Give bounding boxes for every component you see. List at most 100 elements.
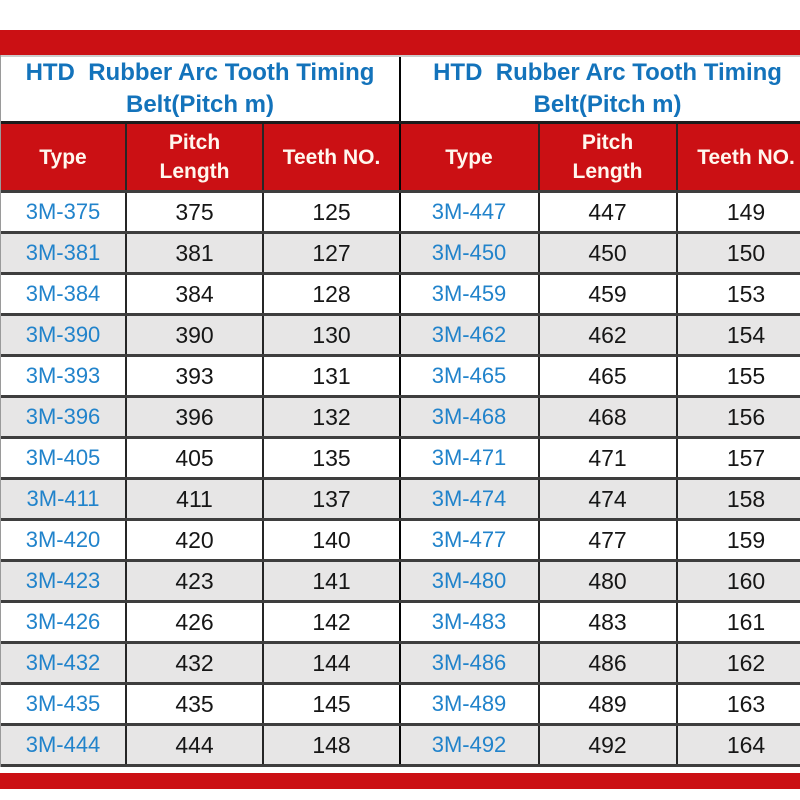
timing-belt-table-left: HTD Rubber Arc Tooth Timing Belt(Pitch m… [1,55,401,767]
table-row: 3M-474 474 158 [400,478,800,521]
type-cell: 3M-486 [400,642,539,685]
column-header-type-label: Type [445,145,493,169]
pitch-length-cell: 384 [125,273,263,316]
teeth-no-cell: 148 [262,724,400,767]
pitch-length-cell: 477 [537,519,677,562]
pitch-length-cell: 471 [537,437,677,480]
pitch-length-cell: 420 [125,519,263,562]
pitch-length-cell: 396 [125,396,263,439]
type-cell: 3M-465 [400,355,539,398]
pitch-length-cell: 465 [537,355,677,398]
teeth-no-cell: 158 [675,478,800,521]
teeth-no-cell: 156 [675,396,800,439]
type-cell: 3M-459 [400,273,539,316]
teeth-no-cell: 155 [675,355,800,398]
column-header-teeth-no-label: Teeth NO. [282,145,381,169]
table-title-line2: Belt(Pitch m) [533,91,682,118]
pitch-length-cell: 468 [537,396,677,439]
pitch-length-cell: 447 [537,191,677,234]
pitch-length-cell: 480 [537,560,677,603]
table-title-row: HTD Rubber Arc Tooth Timing Belt(Pitch m… [400,55,800,124]
type-cell: 3M-489 [400,683,539,726]
table-row: 3M-447 447 149 [400,191,800,234]
column-header-teeth-no: Teeth NO. [675,122,800,193]
teeth-no-cell: 145 [262,683,400,726]
table-row: 3M-432 432 144 [1,642,400,685]
type-cell: 3M-390 [1,314,126,357]
teeth-no-cell: 142 [262,601,400,644]
table-title-row: HTD Rubber Arc Tooth Timing Belt(Pitch m… [1,55,400,124]
type-cell: 3M-435 [1,683,126,726]
table-row: 3M-423 423 141 [1,560,400,603]
teeth-no-cell: 140 [262,519,400,562]
table-header-row: Type Pitch Length Teeth NO. [1,122,400,193]
type-cell: 3M-423 [1,560,126,603]
type-cell: 3M-411 [1,478,126,521]
table-row: 3M-465 465 155 [400,355,800,398]
column-header-pitch-length: Pitch Length [537,122,677,193]
table-row: 3M-375 375 125 [1,191,400,234]
pitch-length-cell: 486 [537,642,677,685]
pitch-length-cell: 432 [125,642,263,685]
table-row: 3M-396 396 132 [1,396,400,439]
teeth-no-cell: 137 [262,478,400,521]
table-row: 3M-462 462 154 [400,314,800,357]
pitch-length-cell: 405 [125,437,263,480]
column-header-type-label: Type [39,145,87,169]
teeth-no-cell: 127 [262,232,400,275]
left-table-wrap: HTD Rubber Arc Tooth Timing Belt(Pitch m… [0,55,401,767]
table-row: 3M-435 435 145 [1,683,400,726]
teeth-no-cell: 153 [675,273,800,316]
column-header-type: Type [1,122,126,193]
table-row: 3M-468 468 156 [400,396,800,439]
type-cell: 3M-492 [400,724,539,767]
teeth-no-cell: 144 [262,642,400,685]
type-cell: 3M-462 [400,314,539,357]
table-row: 3M-489 489 163 [400,683,800,726]
teeth-no-cell: 132 [262,396,400,439]
pitch-length-cell: 426 [125,601,263,644]
type-cell: 3M-420 [1,519,126,562]
table-row: 3M-411 411 137 [1,478,400,521]
type-cell: 3M-405 [1,437,126,480]
table-title-line2: Belt(Pitch m) [125,91,274,118]
table-row: 3M-459 459 153 [400,273,800,316]
teeth-no-cell: 149 [675,191,800,234]
column-header-type: Type [400,122,539,193]
pitch-length-cell: 492 [537,724,677,767]
teeth-no-cell: 161 [675,601,800,644]
column-header-pitch-length: Pitch Length [125,122,263,193]
type-cell: 3M-393 [1,355,126,398]
table-body: 3M-375 375 125 3M-381 381 127 3M-384 384 128 3M-3… [1,191,400,767]
teeth-no-cell: 141 [262,560,400,603]
column-header-teeth-no-label: Teeth NO. [697,145,795,169]
pitch-length-cell: 474 [537,478,677,521]
pitch-length-cell: 381 [125,232,263,275]
teeth-no-cell: 159 [675,519,800,562]
table-row: 3M-483 483 161 [400,601,800,644]
teeth-no-cell: 135 [262,437,400,480]
type-cell: 3M-450 [400,232,539,275]
teeth-no-cell: 157 [675,437,800,480]
table-row: 3M-420 420 140 [1,519,400,562]
type-cell: 3M-426 [1,601,126,644]
pitch-length-cell: 411 [125,478,263,521]
column-header-pitch-length-label: Pitch Length [159,131,230,183]
teeth-no-cell: 163 [675,683,800,726]
pitch-length-cell: 375 [125,191,263,234]
tables-container: HTD Rubber Arc Tooth Timing Belt(Pitch m… [0,55,800,767]
right-table-wrap: HTD Rubber Arc Tooth Timing Belt(Pitch m… [400,55,800,767]
type-cell: 3M-477 [400,519,539,562]
type-cell: 3M-384 [1,273,126,316]
table-row: 3M-381 381 127 [1,232,400,275]
type-cell: 3M-444 [1,724,126,767]
table-row: 3M-426 426 142 [1,601,400,644]
table-body: 3M-447 447 149 3M-450 450 150 3M-459 459 153 3M-4… [400,191,800,767]
type-cell: 3M-447 [400,191,539,234]
table-title: HTD Rubber Arc Tooth Timing Belt(Pitch m… [1,55,400,124]
teeth-no-cell: 131 [262,355,400,398]
table-row: 3M-405 405 135 [1,437,400,480]
pitch-length-cell: 489 [537,683,677,726]
table-row: 3M-486 486 162 [400,642,800,685]
